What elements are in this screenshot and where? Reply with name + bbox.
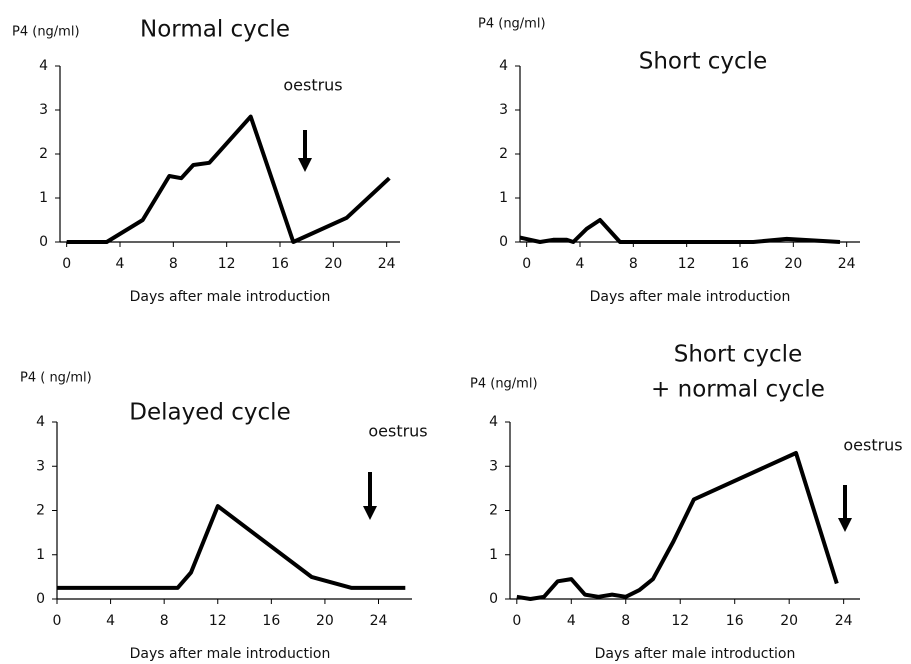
- x-axis-label: Days after male introduction: [130, 289, 331, 305]
- annotation: oestrus: [368, 422, 427, 441]
- x-tick-label: 8: [160, 613, 169, 629]
- y-tick-label: 1: [489, 547, 498, 563]
- x-tick-label: 12: [209, 613, 227, 629]
- y-tick-label: 4: [489, 414, 498, 430]
- x-tick-label: 16: [726, 613, 744, 629]
- y-tick-label: 3: [39, 102, 48, 118]
- x-tick-label: 24: [838, 256, 856, 272]
- data-line: [519, 218, 841, 244]
- data-line: [57, 504, 406, 590]
- x-tick-label: 20: [316, 613, 334, 629]
- y-axis-label: P4 (ng/ml): [12, 25, 80, 40]
- x-tick-label: 0: [512, 613, 521, 629]
- x-tick-label: 4: [116, 256, 125, 272]
- x-tick-label: 8: [621, 613, 630, 629]
- x-tick-label: 0: [53, 613, 62, 629]
- y-tick-label: 0: [39, 234, 48, 250]
- y-tick-label: 1: [36, 547, 45, 563]
- y-tick-label: 1: [499, 190, 508, 206]
- x-tick-label: 24: [378, 256, 396, 272]
- y-tick-label: 2: [489, 503, 498, 519]
- y-axis-label: P4 (ng/ml): [478, 17, 546, 32]
- y-tick-label: 4: [499, 58, 508, 74]
- y-tick-label: 2: [36, 503, 45, 519]
- chart-title: Normal cycle: [140, 17, 290, 43]
- x-tick-label: 12: [678, 256, 696, 272]
- y-axis-label: P4 ( ng/ml): [20, 371, 92, 386]
- x-tick-label: 8: [169, 256, 178, 272]
- chart-title: Delayed cycle: [129, 400, 290, 426]
- y-tick-label: 1: [39, 190, 48, 206]
- x-tick-label: 16: [271, 256, 289, 272]
- x-axis-label: Days after male introduction: [595, 646, 796, 662]
- x-tick-label: 4: [106, 613, 115, 629]
- chart-title: Short cycle: [674, 342, 802, 368]
- chart-title: Short cycle: [639, 49, 767, 75]
- data-line: [516, 451, 839, 601]
- x-tick-label: 12: [671, 613, 689, 629]
- x-tick-label: 20: [780, 613, 798, 629]
- y-tick-label: 3: [36, 458, 45, 474]
- x-tick-label: 4: [576, 256, 585, 272]
- y-axis-label: P4 (ng/ml): [470, 377, 538, 392]
- y-tick-label: 3: [499, 102, 508, 118]
- arrow-head: [298, 158, 312, 172]
- x-tick-label: 20: [784, 256, 802, 272]
- chart-title: + normal cycle: [651, 377, 825, 403]
- y-tick-label: 4: [36, 414, 45, 430]
- x-tick-label: 20: [324, 256, 342, 272]
- y-tick-label: 2: [499, 146, 508, 162]
- data-line: [66, 114, 391, 244]
- annotation: oestrus: [283, 76, 342, 95]
- y-tick-label: 4: [39, 58, 48, 74]
- x-tick-label: 24: [370, 613, 388, 629]
- x-tick-label: 12: [218, 256, 236, 272]
- x-tick-label: 24: [835, 613, 853, 629]
- x-tick-label: 16: [731, 256, 749, 272]
- x-axis-label: Days after male introduction: [590, 289, 791, 305]
- y-tick-label: 0: [36, 591, 45, 607]
- x-tick-label: 16: [262, 613, 280, 629]
- x-tick-label: 0: [522, 256, 531, 272]
- y-tick-label: 2: [39, 146, 48, 162]
- x-axis-label: Days after male introduction: [130, 646, 331, 662]
- x-tick-label: 0: [62, 256, 71, 272]
- annotation: oestrus: [843, 436, 902, 455]
- y-tick-label: 0: [499, 234, 508, 250]
- arrow-head: [363, 506, 377, 520]
- y-tick-label: 0: [489, 591, 498, 607]
- arrow-head: [838, 518, 852, 532]
- x-tick-label: 4: [567, 613, 576, 629]
- x-tick-label: 8: [629, 256, 638, 272]
- y-tick-label: 3: [489, 458, 498, 474]
